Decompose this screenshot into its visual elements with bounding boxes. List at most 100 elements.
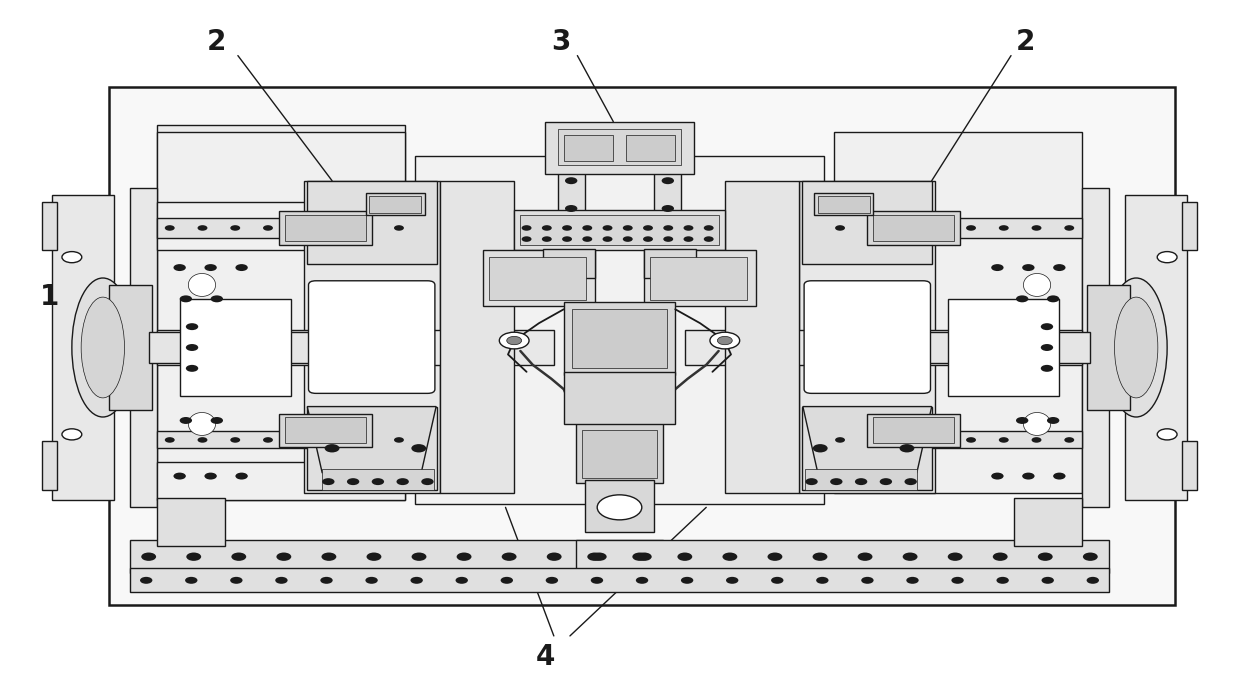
- Bar: [130, 188, 157, 507]
- Bar: [558, 132, 585, 215]
- Circle shape: [307, 433, 317, 439]
- Bar: [157, 125, 405, 500]
- Circle shape: [906, 577, 918, 584]
- Circle shape: [186, 323, 198, 330]
- Circle shape: [411, 553, 426, 561]
- Circle shape: [662, 205, 674, 212]
- Bar: [109, 87, 1175, 605]
- Circle shape: [590, 378, 600, 384]
- Circle shape: [1016, 417, 1028, 424]
- Bar: [42, 202, 57, 250]
- Bar: [828, 431, 1082, 448]
- Circle shape: [230, 437, 240, 443]
- Circle shape: [173, 264, 186, 271]
- Circle shape: [296, 437, 306, 443]
- Circle shape: [186, 344, 198, 351]
- Circle shape: [204, 473, 217, 480]
- Circle shape: [1038, 553, 1053, 561]
- Bar: [802, 407, 932, 490]
- Circle shape: [632, 553, 647, 561]
- Circle shape: [347, 478, 359, 485]
- Circle shape: [1041, 344, 1053, 351]
- Circle shape: [140, 577, 152, 584]
- Circle shape: [813, 444, 828, 452]
- Circle shape: [663, 225, 673, 231]
- Circle shape: [636, 577, 648, 584]
- Bar: [157, 132, 405, 493]
- Circle shape: [896, 433, 906, 439]
- Bar: [157, 330, 554, 365]
- Circle shape: [582, 236, 592, 242]
- Circle shape: [590, 402, 600, 407]
- Circle shape: [367, 553, 382, 561]
- Circle shape: [813, 553, 828, 561]
- Circle shape: [867, 225, 877, 231]
- Bar: [149, 332, 378, 363]
- Circle shape: [704, 225, 714, 231]
- Circle shape: [597, 495, 642, 520]
- Circle shape: [681, 577, 694, 584]
- Bar: [157, 462, 405, 500]
- Circle shape: [933, 437, 943, 443]
- Bar: [948, 299, 1059, 396]
- Bar: [873, 417, 954, 443]
- Bar: [440, 181, 514, 493]
- Circle shape: [563, 236, 572, 242]
- Text: 3: 3: [551, 28, 571, 56]
- Circle shape: [1083, 553, 1098, 561]
- Circle shape: [1041, 365, 1053, 372]
- Bar: [558, 129, 681, 165]
- Bar: [307, 181, 437, 264]
- Circle shape: [636, 402, 646, 407]
- Circle shape: [1016, 295, 1028, 302]
- Ellipse shape: [1115, 297, 1157, 398]
- Circle shape: [567, 402, 577, 407]
- Bar: [582, 430, 657, 478]
- Circle shape: [499, 332, 529, 349]
- Circle shape: [545, 577, 558, 584]
- Circle shape: [396, 478, 409, 485]
- Circle shape: [325, 444, 339, 452]
- Bar: [564, 302, 675, 375]
- Circle shape: [232, 553, 247, 561]
- Circle shape: [684, 225, 694, 231]
- Bar: [157, 218, 411, 238]
- Circle shape: [1032, 225, 1042, 231]
- Circle shape: [1087, 577, 1099, 584]
- Bar: [626, 135, 675, 161]
- Bar: [802, 181, 932, 264]
- FancyBboxPatch shape: [309, 281, 435, 393]
- Circle shape: [62, 429, 82, 440]
- Bar: [366, 193, 425, 215]
- Circle shape: [817, 577, 829, 584]
- Circle shape: [410, 577, 422, 584]
- Circle shape: [602, 225, 612, 231]
- Circle shape: [591, 577, 603, 584]
- Circle shape: [867, 437, 877, 443]
- Bar: [654, 132, 681, 215]
- Ellipse shape: [1023, 274, 1051, 297]
- Circle shape: [590, 412, 600, 418]
- Bar: [157, 202, 405, 250]
- Bar: [650, 257, 747, 300]
- Bar: [861, 332, 1090, 363]
- Bar: [130, 568, 1109, 592]
- Bar: [322, 469, 434, 490]
- Circle shape: [567, 412, 577, 418]
- Ellipse shape: [188, 274, 216, 297]
- Bar: [834, 132, 1082, 493]
- Circle shape: [623, 236, 633, 242]
- Circle shape: [914, 231, 924, 236]
- Circle shape: [456, 577, 468, 584]
- Bar: [851, 334, 873, 360]
- Circle shape: [546, 553, 561, 561]
- Circle shape: [877, 231, 887, 236]
- Circle shape: [861, 577, 873, 584]
- Circle shape: [880, 478, 892, 485]
- Circle shape: [678, 553, 693, 561]
- Circle shape: [263, 225, 273, 231]
- Ellipse shape: [82, 297, 124, 398]
- Circle shape: [565, 205, 577, 212]
- Circle shape: [658, 391, 668, 397]
- Circle shape: [457, 553, 472, 561]
